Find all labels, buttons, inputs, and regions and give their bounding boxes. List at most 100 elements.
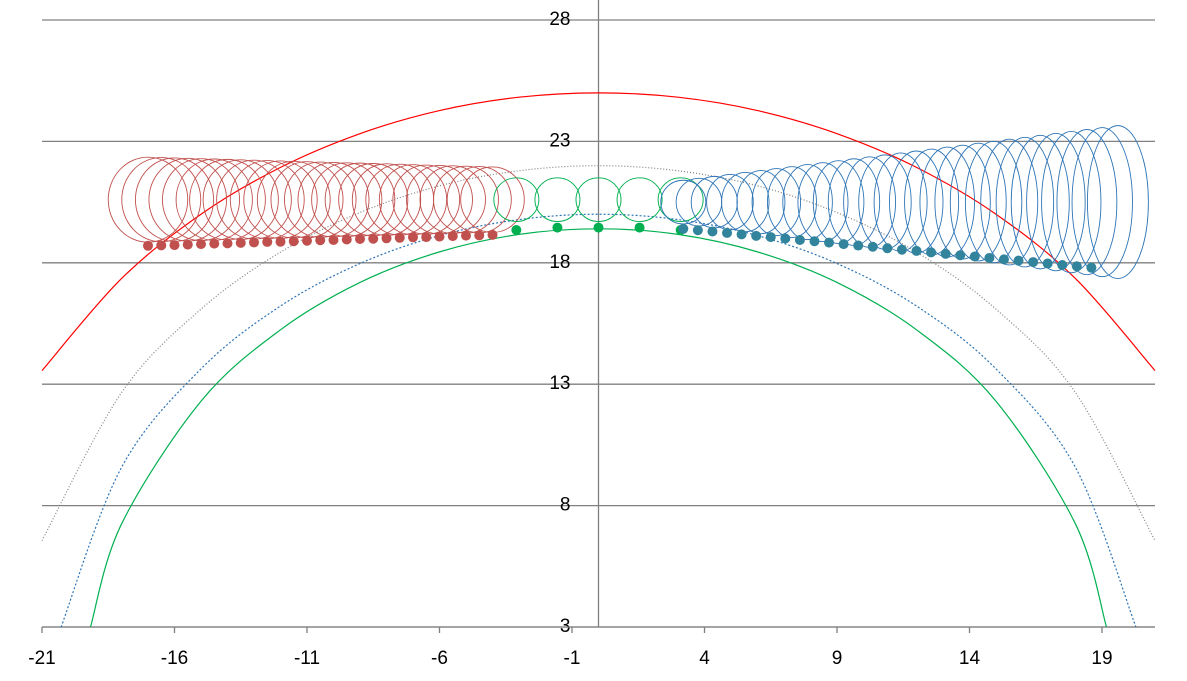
ellipse: [1041, 130, 1102, 274]
x-tick-label: -11: [294, 648, 320, 669]
ellipse: [964, 140, 1023, 264]
point: [838, 239, 849, 250]
point: [926, 247, 937, 258]
ellipse: [657, 177, 704, 222]
ellipse: [493, 177, 540, 222]
point: [765, 232, 776, 243]
point: [315, 235, 326, 246]
point: [169, 240, 180, 251]
point: [1086, 262, 1097, 273]
point: [408, 232, 418, 243]
point: [143, 240, 153, 251]
point: [394, 232, 405, 243]
point: [867, 241, 878, 252]
ellipse: [1010, 134, 1070, 270]
ellipse: [919, 146, 975, 258]
point: [447, 231, 458, 242]
ellipse: [797, 162, 849, 243]
point: [156, 240, 167, 251]
ellipse: [751, 168, 802, 237]
point: [1028, 257, 1039, 268]
point: [328, 234, 339, 245]
point: [896, 244, 907, 255]
x-tick-label: 19: [1091, 648, 1112, 669]
point: [1071, 261, 1082, 272]
ellipse: [949, 142, 1007, 262]
y-tick-label: 8: [560, 495, 571, 516]
ellipse: [216, 159, 292, 240]
x-tick-label: 14: [959, 648, 981, 669]
y-tick-label: 13: [549, 373, 570, 394]
point: [593, 222, 604, 233]
x-tick-label: -21: [28, 648, 55, 669]
point: [722, 227, 733, 238]
ellipse: [782, 164, 833, 241]
point: [381, 233, 392, 244]
ellipse: [858, 154, 912, 250]
point: [302, 235, 312, 246]
ellipse: [1086, 125, 1149, 280]
point: [751, 230, 762, 241]
point: [969, 251, 980, 262]
ellipse: [980, 138, 1039, 266]
ellipse: [460, 166, 525, 233]
ellipse: [419, 165, 486, 234]
ellipse: [534, 177, 581, 222]
point: [707, 226, 718, 237]
x-tick-label: -1: [564, 648, 581, 669]
point: [824, 237, 835, 248]
point: [634, 222, 645, 233]
point: [196, 239, 206, 250]
ellipse: [392, 164, 461, 235]
ellipse: [812, 160, 865, 244]
y-tick-label: 28: [549, 9, 570, 30]
curve: [60, 213, 1137, 628]
ellipse: [843, 156, 897, 248]
point: [1042, 258, 1053, 269]
point: [736, 229, 747, 240]
point: [487, 229, 498, 240]
point: [955, 250, 966, 261]
point: [780, 233, 791, 244]
y-tick-label: 18: [549, 252, 570, 273]
ellipse: [378, 164, 448, 236]
x-tick-label: 4: [699, 648, 710, 669]
ellipse: [616, 177, 663, 222]
ellipse: [243, 160, 318, 239]
point: [1057, 259, 1068, 270]
ellipse: [1071, 127, 1133, 278]
ellipse: [873, 152, 928, 252]
point: [249, 237, 259, 248]
point: [809, 236, 820, 247]
point: [853, 240, 864, 251]
point: [998, 254, 1009, 265]
curve: [41, 92, 1156, 371]
point: [552, 222, 563, 233]
point: [511, 225, 522, 236]
ellipse: [995, 136, 1055, 268]
ellipse: [575, 177, 622, 222]
ellipse: [121, 157, 202, 243]
ellipse: [338, 163, 409, 237]
ellipse: [351, 163, 422, 236]
ellipse: [1056, 129, 1118, 276]
point: [341, 234, 352, 245]
ellipse: [324, 162, 396, 237]
ellipse: [675, 177, 723, 227]
x-tick-label: -16: [161, 648, 188, 669]
ellipse: [365, 163, 435, 236]
point: [940, 248, 951, 259]
point: [275, 236, 286, 247]
ellipse: [229, 160, 305, 240]
x-tick-label: 9: [832, 648, 843, 669]
ellipse: [827, 158, 881, 246]
x-tick-label: -6: [431, 648, 448, 669]
point: [222, 238, 233, 249]
point: [692, 225, 703, 236]
y-tick-label: 23: [549, 130, 570, 151]
point: [368, 233, 379, 244]
point: [434, 231, 445, 242]
ellipse: [406, 164, 473, 235]
point: [235, 237, 246, 248]
